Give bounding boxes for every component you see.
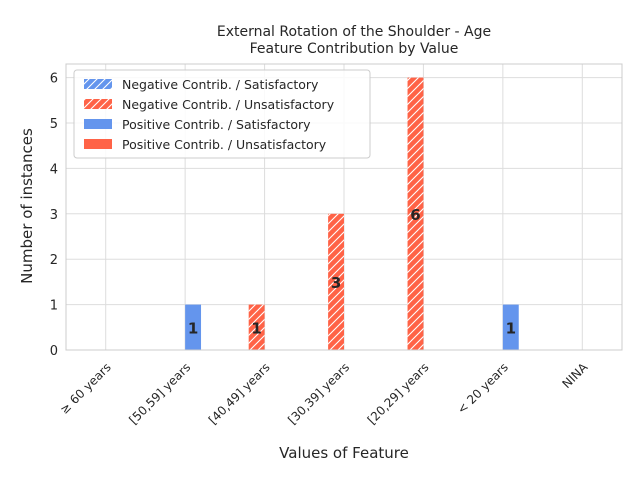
y-tick-label: 3 [50, 208, 58, 223]
bar-hatch [407, 77, 424, 350]
legend-label: Negative Contrib. / Unsatisfactory [122, 97, 335, 112]
y-tick-label: 6 [50, 72, 58, 87]
legend-label: Negative Contrib. / Satisfactory [122, 77, 319, 92]
legend-swatch [84, 139, 112, 149]
bar-hatch [248, 304, 265, 350]
chart-subtitle: Feature Contribution by Value [250, 41, 459, 57]
data-label-layer: 1 1 3 6 1 [188, 206, 516, 337]
bar-hatch [328, 213, 344, 350]
bar-layer [185, 77, 519, 350]
y-tick-labels: 0 1 2 3 4 5 6 [50, 72, 58, 359]
y-axis-label: Number of instances [18, 128, 36, 284]
legend: Negative Contrib. / Satisfactory Negative… [73, 69, 371, 159]
legend-swatch-hatch [84, 99, 112, 109]
legend-label: Positive Contrib. / Unsatisfactory [122, 137, 327, 152]
x-tick-label: < 20 years [454, 360, 511, 417]
data-label: 3 [331, 274, 341, 292]
legend-box [73, 69, 371, 159]
chart-title: External Rotation of the Shoulder - Age [217, 24, 491, 40]
plot-frame [65, 63, 623, 351]
y-tick-label: 4 [50, 162, 58, 177]
x-tick-labels: ≥ 60 years [50,59] years [40,49] years [30,… [57, 360, 591, 427]
x-axis-label: Values of Feature [279, 444, 409, 462]
x-tick-label: NINA [560, 360, 591, 391]
data-label: 1 [251, 319, 261, 337]
y-tick-label: 1 [50, 299, 58, 314]
data-label: 1 [506, 319, 516, 337]
x-tick-label: [30,39] years [285, 360, 352, 427]
y-tick-label: 0 [50, 344, 58, 359]
data-label: 1 [188, 319, 198, 337]
legend-label: Positive Contrib. / Satisfactory [122, 117, 311, 132]
y-tick-label: 2 [50, 253, 58, 268]
x-tick-label: [50,59] years [126, 360, 193, 427]
x-tick-label: ≥ 60 years [57, 360, 114, 417]
y-tick-label: 5 [50, 117, 58, 132]
bar [185, 304, 202, 350]
data-label: 6 [410, 206, 420, 224]
bar [502, 304, 519, 350]
legend-swatch [84, 119, 112, 129]
x-tick-label: [20,29] years [365, 360, 432, 427]
legend-swatch-hatch [84, 79, 112, 89]
x-tick-label: [40,49] years [206, 360, 273, 427]
